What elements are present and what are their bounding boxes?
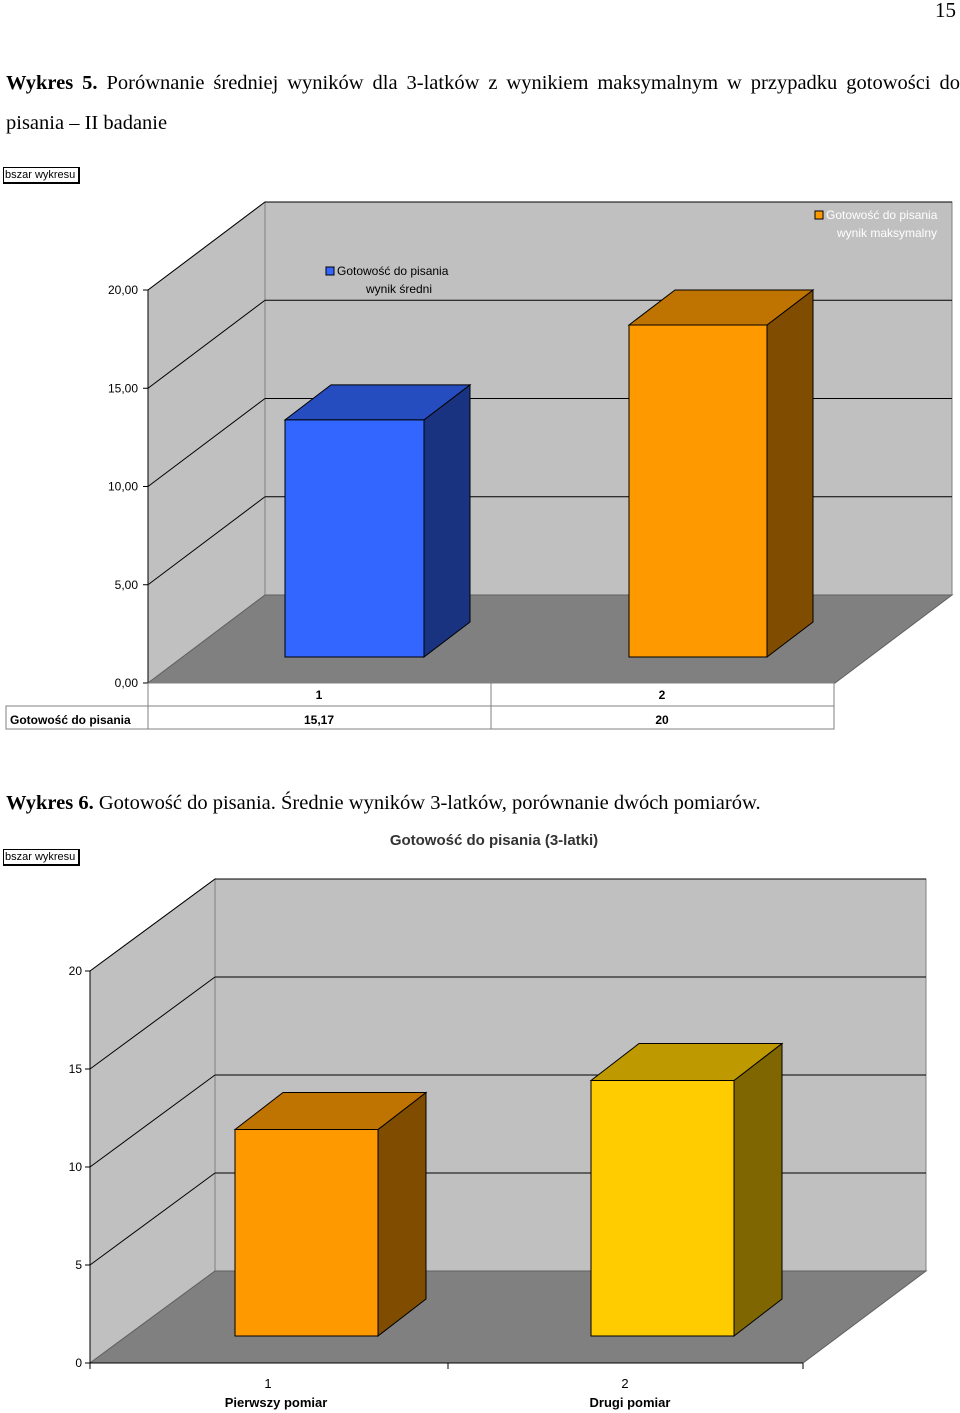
page-number: 15 — [935, 0, 956, 22]
y-tick-label-0: 0 — [75, 1356, 82, 1370]
category-label-0: 1 — [264, 1376, 271, 1391]
legend-label-1-line-0: Gotowość do pisania — [826, 208, 938, 222]
bar-side-0 — [377, 1091, 427, 1338]
chart-title: Gotowość do pisania (3-latki) — [390, 832, 598, 849]
figure-6-caption: Wykres 6. Gotowość do pisania. Średnie w… — [6, 783, 960, 823]
figure-5-caption: Wykres 5. Porównanie średniej wyników dl… — [6, 63, 960, 143]
bar-front-1 — [590, 1080, 735, 1337]
gridline-side-0 — [147, 496, 266, 586]
gridline-side-3 — [89, 878, 216, 972]
y-tick-label-3: 15 — [69, 1062, 83, 1076]
y-tick-label-2: 10,00 — [108, 480, 138, 494]
category-label-1: 2 — [659, 688, 666, 702]
gridline-side-0 — [89, 1172, 216, 1266]
legend-label-1-line-1: wynik maksymalny — [836, 226, 937, 240]
y-tick-label-1: 5,00 — [115, 578, 139, 592]
data-table-row — [5, 705, 835, 730]
figure-5-caption-label: Wykres 5. — [6, 72, 98, 94]
y-tick-label-3: 15,00 — [108, 381, 138, 395]
bar-side-0 — [423, 383, 471, 659]
y-tick-label-4: 20 — [69, 964, 83, 978]
y-tick-label-2: 10 — [69, 1160, 83, 1174]
gridline-side-3 — [147, 201, 266, 291]
figure-5-caption-text: Porównanie średniej wyników dla 3-latków… — [6, 72, 960, 134]
data-table-row-label: Gotowość do pisania — [10, 713, 131, 727]
y-tick-label-4: 20,00 — [108, 283, 138, 297]
figure-6-caption-text: Gotowość do pisania. Średnie wyników 3-l… — [98, 792, 761, 814]
category-name-1: Drugi pomiar — [590, 1395, 671, 1410]
figure-5-plot-area-tag: bszar wykresu — [3, 167, 81, 184]
bar-front-1 — [628, 324, 768, 658]
data-table-value-1: 20 — [655, 713, 669, 727]
figure-6-plot-area-tag: bszar wykresu — [3, 849, 81, 866]
y-tick-label-1: 5 — [75, 1258, 82, 1272]
floor — [88, 1270, 928, 1364]
figure-6-chart: Gotowość do pisania (3-latki) 0 5 10 15 20 1 2 P… — [69, 832, 928, 1410]
category-label-0: 1 — [316, 688, 323, 702]
gridline-side-2 — [147, 299, 266, 389]
gridline-side-1 — [89, 1074, 216, 1168]
bar-side-1 — [766, 288, 814, 659]
legend-swatch-0 — [325, 266, 335, 276]
bar-side-1 — [733, 1042, 783, 1338]
category-label-1: 2 — [621, 1376, 628, 1391]
legend-label-0-line-1: wynik średni — [365, 282, 432, 296]
figure-6-caption-label: Wykres 6. — [6, 792, 94, 814]
gridline-side-1 — [147, 398, 266, 487]
bar-front-0 — [234, 1129, 379, 1337]
legend-swatch-1 — [814, 210, 824, 220]
bar-front-0 — [284, 419, 425, 658]
legend-label-0-line-0: Gotowość do pisania — [337, 264, 449, 278]
y-tick-label-0: 0,00 — [115, 676, 139, 690]
data-table-value-0: 15,17 — [304, 713, 334, 727]
floor — [146, 594, 954, 684]
gridline-side-2 — [89, 976, 216, 1070]
category-name-0: Pierwszy pomiar — [225, 1395, 328, 1410]
figure-5-chart: 0,00 5,00 10,00 15,00 20,00 Gotowość do pisan… — [5, 200, 954, 730]
